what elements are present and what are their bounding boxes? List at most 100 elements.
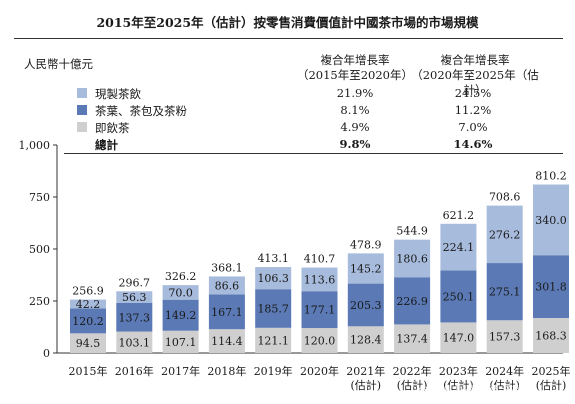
cagr-value: 11.2% — [454, 103, 492, 117]
legend-row-total: 總計 9.8% 14.6% — [0, 137, 575, 152]
x-tick-sublabel: (估計) — [351, 378, 382, 392]
bar-segment — [301, 267, 338, 292]
watermark: @雪球 智通财经 诺葛 — [418, 384, 524, 397]
x-tick-sublabel: (估計) — [443, 378, 474, 392]
data-label: 340.0 — [535, 214, 567, 227]
bar-segment — [440, 322, 477, 353]
total-label: 410.7 — [304, 253, 336, 266]
bar-segment — [486, 263, 523, 321]
total-label: 413.1 — [257, 252, 289, 265]
cagr-value: 7.0% — [458, 120, 488, 134]
bar-segment — [162, 299, 199, 331]
bar-segment — [486, 320, 523, 353]
data-label: 205.3 — [350, 299, 382, 312]
x-tick-label: 2020年 — [300, 364, 339, 378]
bar-segment — [162, 330, 199, 353]
title-rule — [14, 38, 563, 39]
bar-segment — [440, 223, 477, 271]
bar-segment — [116, 331, 153, 353]
data-label: 86.6 — [215, 279, 240, 292]
legend-row-fresh-tea: 現製茶飲 21.9% 24.5% — [0, 86, 575, 101]
data-label: 120.2 — [72, 315, 104, 328]
data-label: 149.2 — [165, 309, 197, 322]
bar-segment — [301, 328, 338, 353]
bar-segment — [440, 270, 477, 323]
bar-segment — [208, 329, 245, 353]
data-label: 180.6 — [396, 252, 428, 265]
x-tick-label: 2024年 — [485, 364, 524, 378]
bar-segment — [347, 283, 384, 327]
x-tick-label: 2016年 — [115, 364, 154, 378]
data-label: 226.9 — [396, 295, 428, 308]
y-tick-label: 500 — [29, 243, 50, 256]
x-tick-label: 2015年 — [69, 364, 108, 378]
cagr-header-line2: （2015年至2020年） — [296, 68, 414, 82]
data-label: 250.1 — [443, 290, 475, 303]
data-label: 113.6 — [304, 273, 336, 286]
bar-segment — [70, 299, 106, 309]
cagr-value: 4.9% — [340, 120, 370, 134]
data-label: 275.1 — [489, 286, 521, 299]
total-label: 296.7 — [119, 276, 151, 289]
total-label: 478.9 — [350, 238, 382, 251]
legend-label: 茶葉、茶包及茶粉 — [95, 104, 187, 118]
x-tick-label: 2019年 — [254, 364, 293, 378]
data-label: 106.3 — [257, 272, 289, 285]
data-label: 168.3 — [535, 329, 567, 342]
legend-swatch — [77, 105, 87, 115]
cagr-header-2020-2025: 複合年增長率 （2020年至2025年（估計） — [404, 53, 546, 98]
x-tick-sublabel: (估計) — [489, 378, 520, 392]
unit-label: 人民幣十億元 — [24, 57, 93, 71]
bar-segment — [394, 239, 431, 278]
bar-segment — [347, 253, 384, 284]
cagr-header-2015-2020: 複合年增長率 （2015年至2020年） — [290, 53, 420, 83]
cagr-value: 9.8% — [339, 137, 371, 151]
cagr-header-line2: （2020年至2025年（估計） — [411, 68, 539, 97]
total-label: 621.2 — [443, 209, 475, 222]
bar-segment — [486, 205, 523, 264]
bar-segment — [301, 291, 338, 329]
y-tick-label: 0 — [43, 347, 50, 360]
data-label: 157.3 — [489, 331, 521, 344]
cagr-value: 21.9% — [336, 86, 374, 100]
bar-segment — [533, 317, 569, 353]
data-label: 42.2 — [76, 298, 101, 311]
bar-segment — [255, 267, 292, 290]
legend-row-tea-leaves: 茶葉、茶包及茶粉 8.1% 11.2% — [0, 103, 575, 118]
bar-segment — [162, 285, 199, 300]
data-label: 121.1 — [257, 334, 289, 347]
bar-segment — [394, 324, 431, 353]
data-label: 137.4 — [396, 333, 428, 346]
bar-segment — [394, 277, 431, 325]
data-label: 177.1 — [304, 304, 336, 317]
bar-segment — [208, 276, 245, 295]
data-label: 147.0 — [443, 332, 475, 345]
data-label: 128.4 — [350, 334, 382, 347]
total-label: 326.2 — [165, 270, 197, 283]
legend-label: 即飲茶 — [95, 121, 130, 135]
data-label: 145.2 — [350, 262, 382, 275]
bar-segment — [116, 291, 153, 303]
data-label: 56.3 — [122, 291, 147, 304]
y-tick-label: 1,000 — [19, 139, 51, 152]
bar-segment — [533, 184, 569, 256]
data-label: 94.5 — [76, 337, 101, 350]
data-label: 70.0 — [168, 286, 193, 299]
bar-segment — [255, 289, 292, 328]
chart-title: 2015年至2025年（估計）按零售消費價值計中國茶市場的市場規模 — [96, 15, 479, 30]
y-tick-label: 750 — [29, 191, 50, 204]
x-tick-label: 2022年 — [393, 364, 432, 378]
x-tick-label: 2018年 — [207, 364, 246, 378]
data-label: 114.4 — [211, 335, 243, 348]
total-label: 810.2 — [535, 169, 567, 182]
data-label: 276.2 — [489, 228, 521, 241]
bar-segment — [70, 308, 106, 334]
total-label: 256.9 — [72, 285, 104, 298]
data-label: 120.0 — [304, 335, 336, 348]
legend-swatch — [77, 88, 87, 98]
cagr-header-line1: 複合年增長率 — [440, 53, 510, 67]
bar-segment — [255, 327, 292, 353]
y-tick-label: 250 — [29, 295, 50, 308]
data-label: 185.7 — [257, 302, 289, 315]
